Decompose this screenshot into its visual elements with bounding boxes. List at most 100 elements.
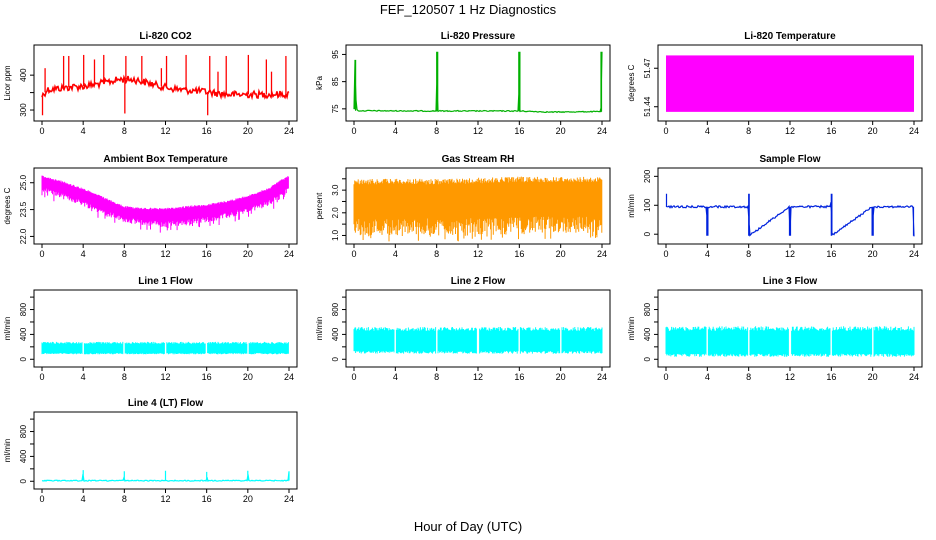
- y-axis-label: ml/min: [315, 317, 324, 341]
- x-tick-label: 16: [202, 494, 212, 504]
- y-tick-label: 400: [19, 68, 28, 82]
- x-tick-label: 12: [160, 494, 170, 504]
- y-tick-label: 100: [643, 198, 652, 212]
- y-tick-label: 400: [19, 327, 28, 341]
- x-tick-label: 8: [746, 249, 751, 259]
- x-tick-label: 24: [597, 372, 607, 382]
- x-tick-label: 4: [81, 249, 86, 259]
- x-tick-label: 12: [160, 249, 170, 259]
- x-tick-label: 0: [351, 372, 356, 382]
- chart-panel-8: Line 2 Flow ml/min 0 4 8 12 16 20 24 0 400 800: [315, 276, 611, 382]
- chart-panel-4: Ambient Box Temperature degrees C 0 4 8 12 16 2…: [3, 154, 298, 259]
- y-tick-label: 800: [643, 302, 652, 316]
- x-tick-label: 16: [514, 372, 524, 382]
- x-tick-label: 0: [39, 126, 44, 136]
- y-axis-label: percent: [315, 192, 324, 219]
- x-tick-label: 0: [39, 494, 44, 504]
- x-tick-label: 12: [473, 249, 483, 259]
- y-tick-label: 400: [643, 327, 652, 341]
- x-tick-label: 8: [122, 126, 127, 136]
- y-axis-label: degrees C: [3, 187, 12, 224]
- x-tick-label: 8: [434, 249, 439, 259]
- y-tick-label: 22.0: [19, 228, 28, 244]
- x-tick-label: 8: [434, 126, 439, 136]
- y-axis-label: Licor ppm: [3, 65, 12, 100]
- panel-title: Gas Stream RH: [442, 154, 515, 165]
- panel-title: Line 4 (LT) Flow: [128, 398, 204, 409]
- data-band: [353, 327, 603, 354]
- y-tick-label: 800: [331, 302, 340, 316]
- data-series: [41, 74, 290, 101]
- y-tick-label: 2.0: [331, 207, 340, 219]
- x-tick-label: 0: [39, 249, 44, 259]
- x-tick-label: 20: [243, 372, 253, 382]
- x-tick-label: 4: [81, 126, 86, 136]
- data-series: [665, 193, 915, 237]
- figure-xlabel: Hour of Day (UTC): [414, 519, 522, 534]
- y-tick-label: 75: [331, 104, 340, 113]
- x-tick-label: 12: [785, 372, 795, 382]
- y-tick-label: 0: [19, 478, 28, 483]
- x-tick-label: 20: [556, 372, 566, 382]
- x-tick-label: 20: [868, 249, 878, 259]
- y-tick-label: 51.44: [643, 96, 652, 117]
- plot-frame: [345, 44, 611, 122]
- x-tick-label: 12: [160, 372, 170, 382]
- y-axis-label: kPa: [315, 76, 324, 90]
- data-series: [41, 175, 289, 233]
- panel-title: Li-820 Pressure: [441, 31, 516, 42]
- x-tick-label: 24: [909, 372, 919, 382]
- y-axis-label: ml/min: [627, 194, 636, 218]
- x-tick-label: 24: [597, 126, 607, 136]
- x-tick-label: 16: [202, 372, 212, 382]
- x-tick-label: 8: [122, 494, 127, 504]
- x-tick-label: 0: [351, 126, 356, 136]
- x-tick-label: 8: [434, 372, 439, 382]
- chart-panel-6: Sample Flow ml/min 0 4 8 12 16 20 24 0 100 200: [627, 154, 923, 259]
- y-tick-label: 23.5: [19, 201, 28, 217]
- x-tick-label: 24: [284, 249, 294, 259]
- panel-title: Line 3 Flow: [763, 276, 818, 287]
- y-tick-label: 0: [643, 356, 652, 361]
- y-tick-label: 1.0: [331, 229, 340, 241]
- x-tick-label: 8: [122, 372, 127, 382]
- x-tick-label: 12: [473, 372, 483, 382]
- y-tick-label: 400: [331, 327, 340, 341]
- y-tick-label: 800: [19, 302, 28, 316]
- x-tick-label: 16: [826, 249, 836, 259]
- x-tick-label: 0: [663, 249, 668, 259]
- x-tick-label: 20: [868, 372, 878, 382]
- chart-panel-10: Line 4 (LT) Flow ml/min 0 4 8 12 16 20 24 0 400 800: [3, 398, 298, 504]
- chart-panel-9: Line 3 Flow ml/min 0 4 8 12 16 20 24 0 400 800: [627, 276, 923, 382]
- y-tick-label: 400: [19, 449, 28, 463]
- x-tick-label: 16: [826, 372, 836, 382]
- x-tick-label: 0: [663, 126, 668, 136]
- x-tick-label: 24: [284, 494, 294, 504]
- figure-title: FEF_120507 1 Hz Diagnostics: [380, 2, 557, 17]
- plot-frame: [33, 289, 298, 368]
- plot-frame: [33, 44, 298, 122]
- y-axis-label: ml/min: [627, 317, 636, 341]
- x-tick-label: 20: [243, 249, 253, 259]
- x-tick-label: 24: [284, 372, 294, 382]
- x-tick-label: 12: [785, 126, 795, 136]
- x-tick-label: 0: [351, 249, 356, 259]
- data-area: [666, 55, 914, 112]
- x-tick-label: 20: [556, 249, 566, 259]
- y-tick-label: 95: [331, 49, 340, 58]
- x-tick-label: 4: [705, 249, 710, 259]
- x-tick-label: 4: [705, 126, 710, 136]
- x-tick-label: 12: [785, 249, 795, 259]
- y-axis-label: degrees C: [627, 64, 636, 101]
- data-band: [665, 326, 915, 357]
- panel-title: Line 2 Flow: [451, 276, 506, 287]
- panel-title: Li-820 CO2: [139, 31, 192, 42]
- x-tick-label: 8: [746, 126, 751, 136]
- x-tick-label: 12: [160, 126, 170, 136]
- x-tick-label: 0: [663, 372, 668, 382]
- y-axis-label: ml/min: [3, 317, 12, 341]
- y-tick-label: 3.0: [331, 184, 340, 196]
- y-tick-label: 0: [19, 356, 28, 361]
